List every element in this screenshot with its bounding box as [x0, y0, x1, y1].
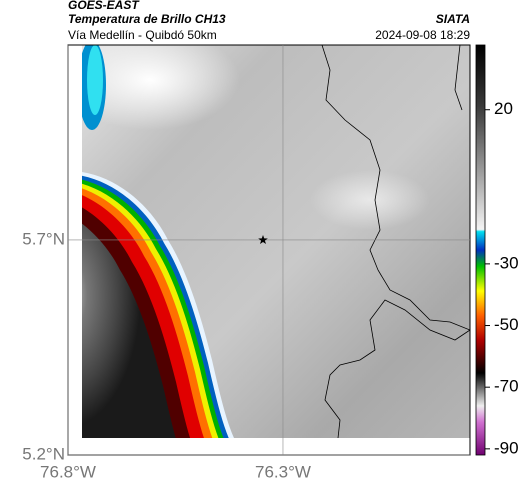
colorbar-tick-label: 20 — [494, 99, 513, 118]
colorbar-tick-label: -50 — [494, 315, 519, 334]
x-tick-label: 76.8°W — [40, 462, 96, 481]
datetime: 2024-09-08 18:29 — [375, 28, 470, 42]
colorbar-tick-label: -70 — [494, 377, 519, 396]
x-tick-label: 76.3°W — [255, 462, 311, 481]
y-tick-label: 5.7°N — [22, 229, 65, 248]
colorbar-tick-label: -30 — [494, 253, 519, 272]
y-tick-label: 5.2°N — [22, 444, 65, 463]
colorbar — [475, 44, 486, 456]
title: GOES-EAST — [68, 0, 140, 12]
location-marker — [258, 235, 268, 244]
subtitle: Temperatura de Brillo CH13 — [68, 12, 226, 26]
colorbar-tick-label: -90 — [494, 438, 519, 457]
satellite-image — [82, 45, 470, 438]
agency: SIATA — [436, 12, 470, 26]
location: Vía Medellín - Quibdó 50km — [68, 28, 217, 42]
